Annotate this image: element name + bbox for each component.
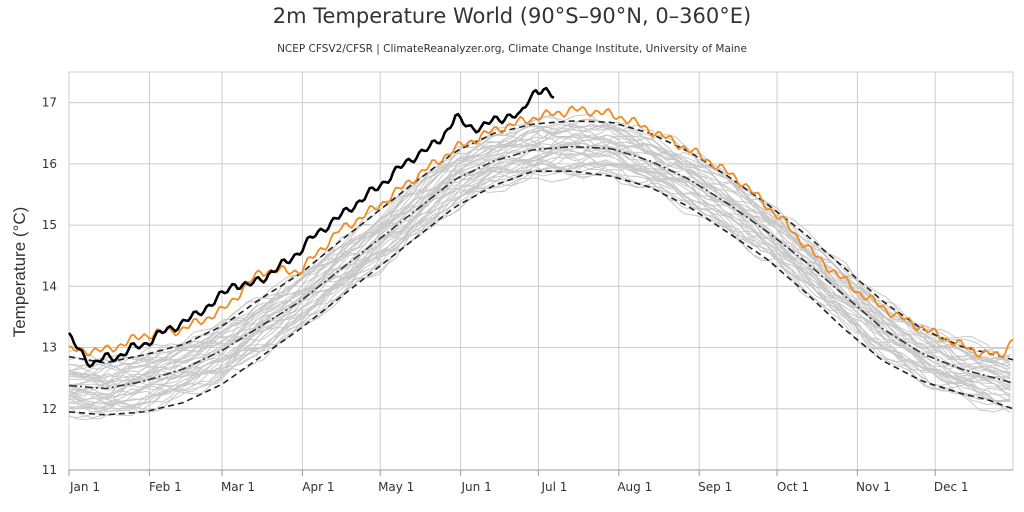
past-year-line — [68, 162, 1011, 413]
past-year-line — [68, 140, 1011, 399]
past-year-line — [68, 147, 1011, 400]
past-year-line — [68, 144, 1011, 405]
past-year-line — [68, 151, 1011, 410]
past-year-line — [68, 148, 1011, 402]
y-tick-label: 11 — [42, 463, 57, 477]
chart-subtitle: NCEP CFSV2/CFSR | ClimateReanalyzer.org,… — [277, 43, 747, 55]
past-year-line — [68, 142, 1011, 397]
x-tick-label: Dec 1 — [934, 480, 969, 494]
current-year-line — [67, 86, 555, 368]
y-tick-label: 15 — [42, 218, 57, 232]
plot-frame — [68, 71, 1014, 471]
series-lines — [67, 86, 1014, 416]
past-years-lines — [68, 113, 1011, 421]
x-tick-label: Jan 1 — [69, 480, 100, 494]
past-year-line — [68, 149, 1011, 398]
past-year-line — [68, 163, 1011, 413]
x-tick-label: Jun 1 — [461, 480, 492, 494]
x-tick-label: May 1 — [378, 480, 414, 494]
past-year-line — [68, 153, 1011, 410]
y-tick-label: 13 — [42, 341, 57, 355]
chart-title: 2m Temperature World (90°S–90°N, 0–360°E… — [272, 4, 752, 28]
x-tick-label: Sep 1 — [698, 480, 732, 494]
axes: 11 12 13 14 15 16 17 Jan 1 Feb 1 Mar 1 Apr 1 May 1 J… — [42, 96, 1013, 494]
past-year-line — [68, 113, 1011, 373]
past-year-line — [68, 159, 1011, 406]
past-year-line — [68, 115, 1011, 365]
x-tick-label: Aug 1 — [617, 480, 652, 494]
y-tick-label: 14 — [42, 279, 57, 293]
past-year-line — [68, 121, 1011, 378]
grid — [68, 71, 1014, 471]
past-year-line — [68, 133, 1011, 386]
past-year-line — [68, 138, 1011, 387]
y-axis-title: Temperature (°C) — [10, 207, 29, 338]
lower-bound-line — [68, 170, 1014, 416]
mean-line — [68, 145, 1014, 390]
y-tick-label: 12 — [42, 402, 57, 416]
x-tick-label: Oct 1 — [777, 480, 809, 494]
upper-bound-line — [68, 120, 1014, 364]
x-tick-label: Mar 1 — [221, 480, 255, 494]
x-tick-label: Apr 1 — [302, 480, 334, 494]
previous-year-line — [68, 105, 1014, 359]
past-year-line — [68, 151, 1011, 399]
past-year-line — [68, 119, 1011, 377]
x-tick-label: Jul 1 — [540, 480, 567, 494]
past-year-line — [68, 166, 1011, 421]
x-tick-label: Feb 1 — [149, 480, 182, 494]
past-year-line — [68, 144, 1011, 396]
past-year-line — [68, 138, 1011, 397]
y-tick-label: 17 — [42, 96, 57, 110]
y-tick-label: 16 — [42, 157, 57, 171]
x-tick-label: Nov 1 — [856, 480, 891, 494]
